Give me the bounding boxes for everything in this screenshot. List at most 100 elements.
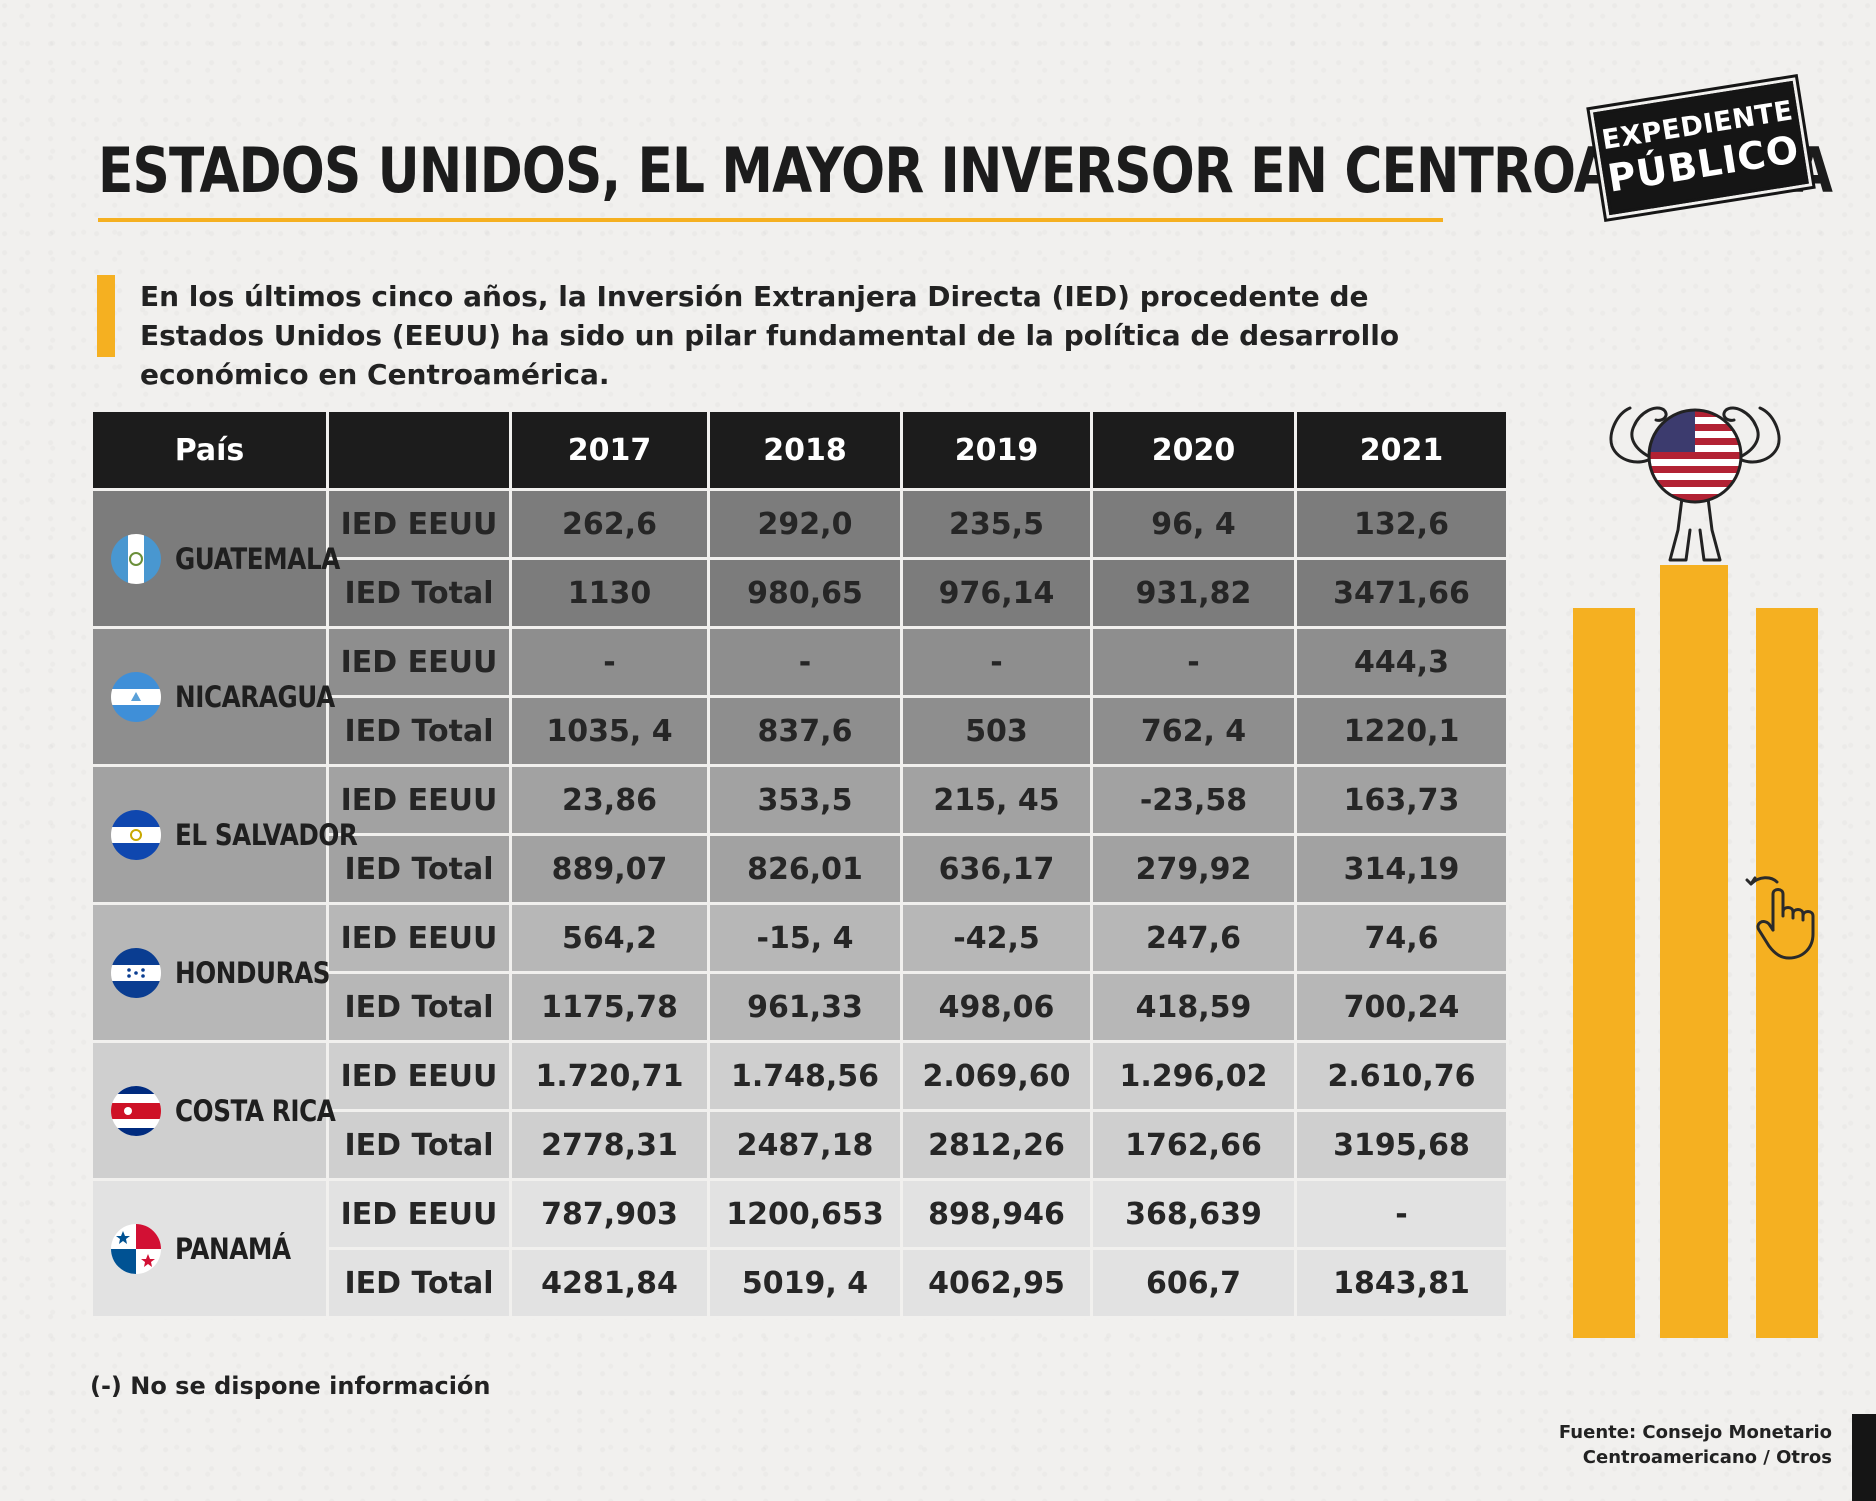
value-cell: 931,82 [1090, 557, 1297, 629]
value-cell: 74,6 [1294, 902, 1509, 974]
nicaragua-flag-icon [111, 671, 161, 722]
value-cell: - [509, 626, 710, 698]
value-cell: 498,06 [900, 971, 1093, 1043]
table-row: EL SALVADOR IED EEUU 23,86 353,5 215, 45… [90, 764, 1509, 905]
table-row: HONDURAS IED EEUU 564,2 -15, 4 -42,5 247… [90, 902, 1509, 1043]
costa-rica-flag-icon [111, 1085, 161, 1136]
value-cell: - [707, 626, 903, 698]
value-cell: 606,7 [1090, 1247, 1297, 1319]
source-line-2: Centroamericano / Otros [1582, 1447, 1832, 1468]
value-cell: 980,65 [707, 557, 903, 629]
source-line-1: Fuente: Consejo Monetario [1558, 1422, 1832, 1443]
value-cell: 2778,31 [509, 1109, 710, 1181]
value-cell: 1130 [509, 557, 710, 629]
value-cell: 132,6 [1294, 488, 1509, 560]
table-row: IED Total 1175,78 961,33 498,06 418,59 7… [92, 971, 1509, 1043]
header-year: 2020 [1090, 409, 1297, 491]
header-year: 2019 [900, 409, 1093, 491]
value-cell: 368,639 [1090, 1178, 1297, 1250]
table-row: IED Total 1130 980,65 976,14 931,82 3471… [92, 557, 1509, 629]
decorative-bar-left [1573, 608, 1635, 1338]
guatemala-flag-icon [111, 533, 161, 584]
table-row: IED Total 4281,84 5019, 4 4062,95 606,7 … [92, 1247, 1509, 1319]
pointing-hand-icon [1745, 876, 1815, 960]
value-cell: - [1294, 1178, 1509, 1250]
table-row: IED Total 889,07 826,01 636,17 279,92 31… [92, 833, 1509, 905]
country-cell: COSTA RICA [90, 1040, 336, 1181]
metric-label: IED EEUU [326, 1178, 512, 1250]
value-cell: 636,17 [900, 833, 1093, 905]
value-cell: -23,58 [1090, 764, 1297, 836]
value-cell: 235,5 [900, 488, 1093, 560]
value-cell: 418,59 [1090, 971, 1297, 1043]
value-cell: 3471,66 [1294, 557, 1509, 629]
value-cell: 889,07 [509, 833, 710, 905]
value-cell: - [1090, 626, 1297, 698]
value-cell: -42,5 [900, 902, 1093, 974]
value-cell: 314,19 [1294, 833, 1509, 905]
metric-label: IED Total [326, 971, 512, 1043]
value-cell: 826,01 [707, 833, 903, 905]
metric-label: IED EEUU [326, 488, 512, 560]
value-cell: 2.069,60 [900, 1040, 1093, 1112]
value-cell: 1.720,71 [509, 1040, 710, 1112]
metric-label: IED EEUU [326, 626, 512, 698]
header-year: 2021 [1294, 409, 1509, 491]
value-cell: 292,0 [707, 488, 903, 560]
value-cell: 23,86 [509, 764, 710, 836]
table-row: GUATEMALA IED EEUU 262,6 292,0 235,5 96,… [90, 488, 1509, 629]
value-cell: 163,73 [1294, 764, 1509, 836]
country-cell: HONDURAS [90, 902, 331, 1043]
table-row: IED Total 2778,31 2487,18 2812,26 1762,6… [92, 1109, 1509, 1181]
value-cell: 564,2 [509, 902, 710, 974]
metric-label: IED EEUU [326, 764, 512, 836]
panama-flag-icon [111, 1223, 161, 1274]
value-cell: 444,3 [1294, 626, 1509, 698]
country-name: HONDURAS [175, 955, 331, 990]
value-cell: 1035, 4 [509, 695, 710, 767]
decorative-bar-right [1756, 608, 1818, 1338]
value-cell: 762, 4 [1090, 695, 1297, 767]
corner-accent-bar [1852, 1414, 1876, 1501]
investment-table: País 2017 2018 2019 2020 2021 GUATEMALA … [90, 409, 1509, 1319]
value-cell: 247,6 [1090, 902, 1297, 974]
table-row: COSTA RICA IED EEUU 1.720,71 1.748,56 2.… [90, 1040, 1509, 1181]
value-cell: 1762,66 [1090, 1109, 1297, 1181]
value-cell: 262,6 [509, 488, 710, 560]
value-cell: 961,33 [707, 971, 903, 1043]
value-cell: 898,946 [900, 1178, 1093, 1250]
value-cell: 353,5 [707, 764, 903, 836]
metric-label: IED Total [326, 1109, 512, 1181]
header-year: 2017 [509, 409, 710, 491]
value-cell: -15, 4 [707, 902, 903, 974]
country-name: GUATEMALA [175, 541, 340, 576]
value-cell: 4281,84 [509, 1247, 710, 1319]
metric-label: IED Total [326, 833, 512, 905]
value-cell: 3195,68 [1294, 1109, 1509, 1181]
usa-flag-strongman-icon [1609, 406, 1781, 562]
metric-label: IED EEUU [326, 902, 512, 974]
decorative-bar-center [1660, 565, 1728, 1338]
header-year: 2018 [707, 409, 903, 491]
source-credit: Fuente: Consejo Monetario Centroamerican… [1559, 1420, 1832, 1470]
title-underline [98, 218, 1443, 222]
metric-label: IED Total [326, 557, 512, 629]
table-row: IED Total 1035, 4 837,6 503 762, 4 1220,… [92, 695, 1509, 767]
value-cell: 96, 4 [1090, 488, 1297, 560]
footnote-no-data: (-) No se dispone información [90, 1372, 491, 1400]
intro-text: En los últimos cinco años, la Inversión … [140, 280, 1400, 391]
country-name: NICARAGUA [175, 679, 335, 714]
value-cell: 2.610,76 [1294, 1040, 1509, 1112]
honduras-flag-icon [111, 947, 161, 998]
country-cell: GUATEMALA [90, 488, 340, 629]
value-cell: 279,92 [1090, 833, 1297, 905]
intro-accent-bar [97, 275, 115, 357]
country-name: COSTA RICA [175, 1093, 336, 1128]
value-cell: 837,6 [707, 695, 903, 767]
table-row: PANAMÁ IED EEUU 787,903 1200,653 898,946… [90, 1178, 1509, 1319]
country-cell: PANAMÁ [90, 1178, 329, 1319]
table-header-row: País 2017 2018 2019 2020 2021 [90, 409, 1509, 491]
value-cell: 1.748,56 [707, 1040, 903, 1112]
value-cell: 4062,95 [900, 1247, 1093, 1319]
value-cell: 1175,78 [509, 971, 710, 1043]
